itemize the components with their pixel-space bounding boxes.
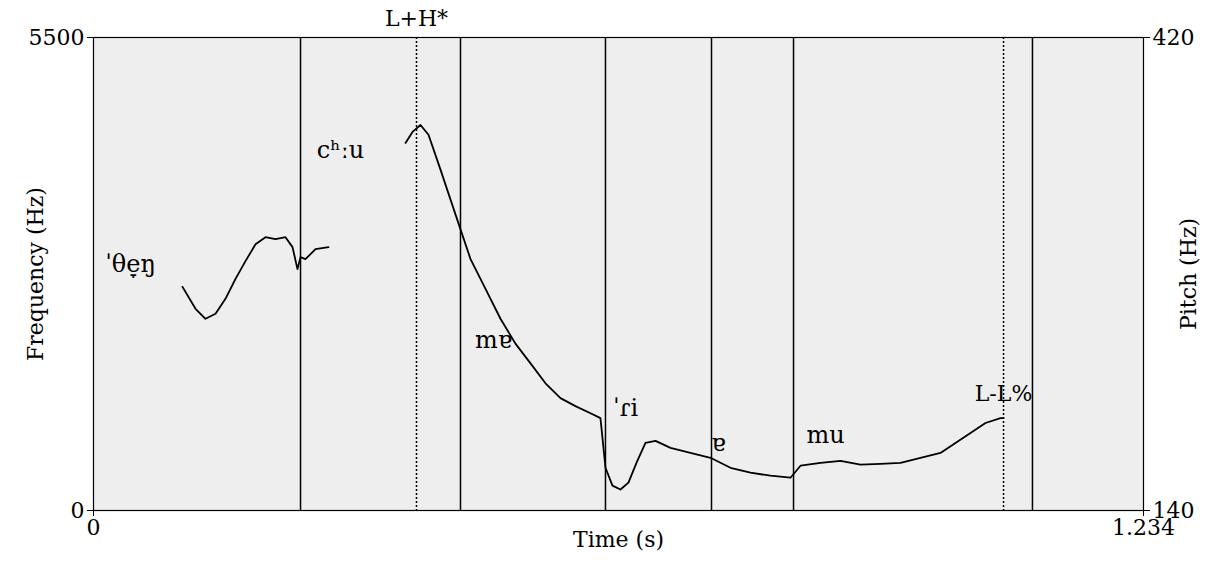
svg-text:mu: mu [806, 421, 844, 449]
svg-text:L-L%: L-L% [975, 381, 1033, 406]
svg-text:Time (s): Time (s) [573, 527, 664, 552]
svg-text:Frequency (Hz): Frequency (Hz) [23, 187, 48, 361]
svg-text:0: 0 [71, 498, 85, 523]
svg-text:L+H*: L+H* [385, 6, 448, 31]
svg-text:mɐ: mɐ [475, 326, 512, 354]
svg-text:Pitch (Hz): Pitch (Hz) [1176, 218, 1201, 330]
svg-text:140: 140 [1153, 498, 1195, 523]
svg-text:ˈɾi: ˈɾi [613, 394, 638, 422]
svg-text:0: 0 [87, 515, 101, 540]
svg-text:cʰːu: cʰːu [317, 136, 364, 164]
svg-text:5500: 5500 [29, 25, 85, 50]
svg-text:1.234: 1.234 [1112, 515, 1175, 541]
svg-text:ˈθe̞ŋ: ˈθe̞ŋ [105, 250, 156, 278]
svg-text:420: 420 [1153, 25, 1195, 50]
svg-text:ɐ: ɐ [711, 429, 725, 457]
